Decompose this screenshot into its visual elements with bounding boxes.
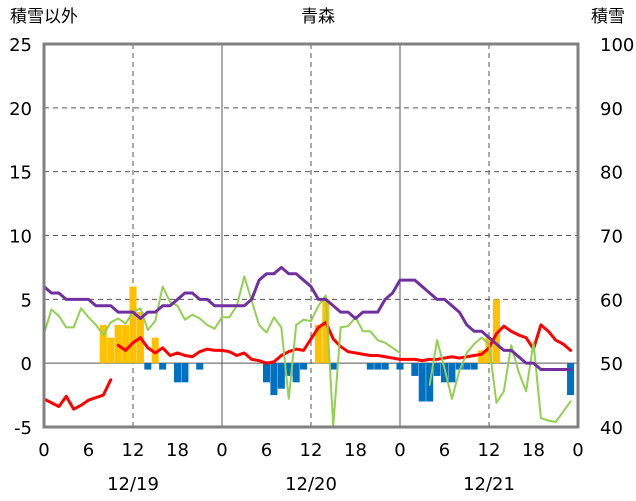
bar xyxy=(151,337,159,364)
bar xyxy=(285,363,293,376)
bar xyxy=(262,363,271,383)
x-tick-label: 12 xyxy=(122,440,145,461)
bar xyxy=(470,363,478,370)
series-line xyxy=(116,320,573,365)
bar xyxy=(159,363,167,370)
bar xyxy=(144,363,152,370)
right-tick-label: 100 xyxy=(600,35,634,56)
x-tick-label: 6 xyxy=(83,440,94,461)
gridlines xyxy=(44,44,578,427)
bar xyxy=(455,363,463,370)
plot-frame xyxy=(42,42,580,429)
series-line xyxy=(42,265,573,372)
bar xyxy=(440,363,449,383)
bar xyxy=(381,363,389,370)
right-tick-label: 60 xyxy=(600,290,623,311)
bar xyxy=(567,363,575,396)
bar xyxy=(196,363,204,370)
bar xyxy=(292,363,300,383)
day-label: 12/19 xyxy=(107,474,159,495)
left-tick-label: 15 xyxy=(9,163,32,184)
right-axis-title: 積雪 xyxy=(591,7,625,27)
bar xyxy=(463,363,471,370)
chart-title: 青森 xyxy=(301,7,335,27)
x-tick-label: 12 xyxy=(478,440,501,461)
x-tick-label: 6 xyxy=(261,440,272,461)
right-tick-label: 70 xyxy=(600,227,623,248)
bar xyxy=(433,363,441,376)
x-tick-label: 18 xyxy=(344,440,367,461)
bar xyxy=(277,363,285,389)
bar xyxy=(314,324,322,364)
right-tick-label: 80 xyxy=(600,163,623,184)
series-line xyxy=(43,275,401,427)
bar xyxy=(478,350,486,364)
bar xyxy=(329,363,337,370)
bar xyxy=(374,363,382,370)
right-tick-label: 50 xyxy=(600,354,623,375)
day-label: 12/21 xyxy=(463,474,515,495)
day-labels: 12/19 12/20 12/21 xyxy=(107,474,515,495)
lines xyxy=(42,265,573,427)
left-axis-title: 積雪以外 xyxy=(10,7,78,27)
bar xyxy=(129,286,137,364)
left-tick-label: 10 xyxy=(9,227,32,248)
bar xyxy=(366,363,374,370)
x-tick-label: 0 xyxy=(394,440,405,461)
bar xyxy=(107,337,115,364)
bar xyxy=(322,299,330,364)
x-tick-label: 0 xyxy=(572,440,583,461)
bar xyxy=(270,363,278,396)
right-axis-ticks: 40 50 60 70 80 90 100 xyxy=(600,35,634,439)
left-tick-label: 5 xyxy=(21,290,32,311)
left-tick-label: -5 xyxy=(14,418,32,439)
right-tick-label: 90 xyxy=(600,99,623,120)
bar xyxy=(173,363,182,383)
left-tick-label: 0 xyxy=(21,354,32,375)
x-tick-label: 0 xyxy=(216,440,227,461)
left-axis-ticks: -5 0 5 10 15 20 25 xyxy=(9,35,32,439)
x-tick-label: 18 xyxy=(166,440,189,461)
series-line xyxy=(428,336,572,423)
bar xyxy=(411,363,419,376)
left-tick-label: 25 xyxy=(9,35,32,56)
bar xyxy=(448,363,456,383)
series-line xyxy=(42,378,113,411)
day-label: 12/20 xyxy=(285,474,337,495)
bar xyxy=(181,363,189,383)
bar xyxy=(122,324,130,364)
x-tick-label: 12 xyxy=(300,440,323,461)
x-tick-label: 0 xyxy=(38,440,49,461)
x-axis-ticks: 0 6 12 18 0 6 12 18 0 6 12 18 0 xyxy=(38,440,583,461)
x-tick-label: 18 xyxy=(522,440,545,461)
left-tick-label: 20 xyxy=(9,99,32,120)
bar xyxy=(418,363,426,402)
bar xyxy=(492,299,500,364)
bar xyxy=(99,324,107,364)
right-tick-label: 40 xyxy=(600,418,623,439)
bar xyxy=(300,363,308,370)
x-tick-label: 6 xyxy=(439,440,450,461)
bar xyxy=(396,363,404,370)
